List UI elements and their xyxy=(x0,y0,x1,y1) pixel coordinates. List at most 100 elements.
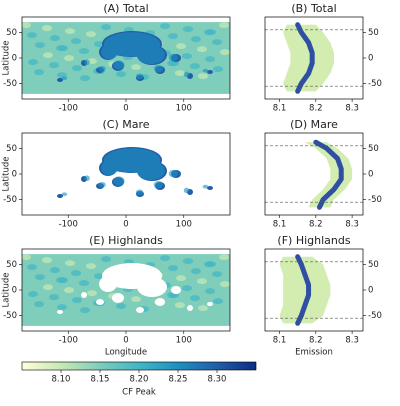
map-texture xyxy=(72,297,82,304)
map-texture xyxy=(220,281,230,288)
panel-title: (F) Highlands xyxy=(277,234,350,247)
map-texture xyxy=(191,268,201,275)
band xyxy=(279,256,331,324)
map-texture xyxy=(65,260,75,267)
axes-frame xyxy=(21,132,231,216)
y-tick-label: 0 xyxy=(368,286,373,296)
y-axis-label: Latitude xyxy=(2,157,12,192)
map-texture xyxy=(28,59,38,66)
panel-title: (B) Total xyxy=(291,2,336,15)
y-tick-label: -50 xyxy=(3,79,17,89)
x-tick-label: -100 xyxy=(59,336,78,346)
x-tick-label: 0 xyxy=(123,220,128,230)
map-texture xyxy=(22,22,31,29)
map-texture xyxy=(43,52,53,59)
x-tick-label: 8.2 xyxy=(309,104,323,114)
y-axis-label: Latitude xyxy=(2,41,12,76)
x-tick-label: -100 xyxy=(59,220,78,230)
map-texture xyxy=(94,41,104,48)
map-texture xyxy=(213,66,223,73)
map-texture xyxy=(101,24,111,31)
panel-title: (A) Total xyxy=(103,2,148,15)
map-texture xyxy=(79,48,89,55)
map-texture xyxy=(116,303,126,310)
map-texture xyxy=(56,45,66,52)
x-tick-label: 8.1 xyxy=(273,220,287,230)
map-texture xyxy=(50,267,60,274)
map-texture xyxy=(94,273,104,280)
y-tick-label: 0 xyxy=(368,170,373,180)
colorbar xyxy=(21,361,257,371)
map-texture xyxy=(198,73,208,80)
map-texture xyxy=(49,62,59,69)
map-texture xyxy=(28,291,38,298)
map-texture xyxy=(191,36,201,43)
colorbar-tick-label: 8.15 xyxy=(91,375,110,385)
y-tick-label: 50 xyxy=(368,28,379,38)
y-axis-label: Latitude xyxy=(2,273,12,308)
x-tick-label: 100 xyxy=(176,220,192,230)
map-texture xyxy=(175,70,185,77)
map-texture xyxy=(219,22,229,29)
map-texture xyxy=(197,278,207,285)
panel-title: (E) Highlands xyxy=(89,234,163,247)
map-texture xyxy=(205,56,215,63)
band xyxy=(304,142,353,208)
map-texture xyxy=(50,35,60,42)
x-tick-label: 0 xyxy=(123,104,128,114)
colorbar-tick-label: 8.20 xyxy=(130,375,149,385)
map-texture xyxy=(220,49,230,56)
map-image xyxy=(22,22,230,94)
y-tick-label: 50 xyxy=(368,260,379,270)
map-texture xyxy=(86,31,96,38)
map-texture xyxy=(212,39,222,46)
x-tick-label: 100 xyxy=(176,104,192,114)
map-texture xyxy=(205,288,215,295)
map-texture xyxy=(80,75,90,82)
y-tick-label: 50 xyxy=(6,28,17,38)
map-texture xyxy=(35,274,45,281)
x-tick-label: 8.3 xyxy=(345,104,359,114)
colorbar-tick-label: 8.30 xyxy=(208,375,227,385)
y-tick-label: 50 xyxy=(368,144,379,154)
map-texture xyxy=(71,38,81,45)
map-texture xyxy=(182,285,192,292)
y-tick-label: -50 xyxy=(3,311,17,321)
map-texture xyxy=(79,280,89,287)
map-texture xyxy=(34,301,44,308)
map-texture xyxy=(175,302,185,309)
y-tick-label: -50 xyxy=(368,195,382,205)
y-tick-label: 0 xyxy=(12,54,17,64)
x-tick-label: 0 xyxy=(123,336,128,346)
map-texture xyxy=(213,298,223,305)
y-tick-label: 50 xyxy=(6,144,17,154)
x-axis-label: Longitude xyxy=(105,348,147,358)
x-axis-label: Emission xyxy=(295,348,333,358)
y-tick-label: -50 xyxy=(3,195,17,205)
x-tick-label: 8.3 xyxy=(345,336,359,346)
map-texture xyxy=(182,53,192,60)
map-texture xyxy=(197,46,207,53)
colorbar-label: CF Peak xyxy=(122,388,156,398)
map-texture xyxy=(190,63,200,70)
profile-line xyxy=(295,22,315,94)
map-region xyxy=(61,148,209,197)
map-texture xyxy=(42,257,52,264)
y-tick-label: 0 xyxy=(12,286,17,296)
map-texture xyxy=(27,32,37,39)
map-texture xyxy=(64,55,74,62)
map-texture xyxy=(198,305,208,312)
map-texture xyxy=(160,23,170,30)
map-texture xyxy=(219,254,229,261)
y-tick-label: 50 xyxy=(6,260,17,270)
map-texture xyxy=(204,261,214,268)
map-texture xyxy=(42,25,52,32)
map-texture xyxy=(131,64,141,71)
map-texture xyxy=(183,26,193,33)
profile-line xyxy=(313,139,344,210)
map-texture xyxy=(176,43,186,50)
map-texture xyxy=(212,271,222,278)
map-texture xyxy=(35,42,45,49)
